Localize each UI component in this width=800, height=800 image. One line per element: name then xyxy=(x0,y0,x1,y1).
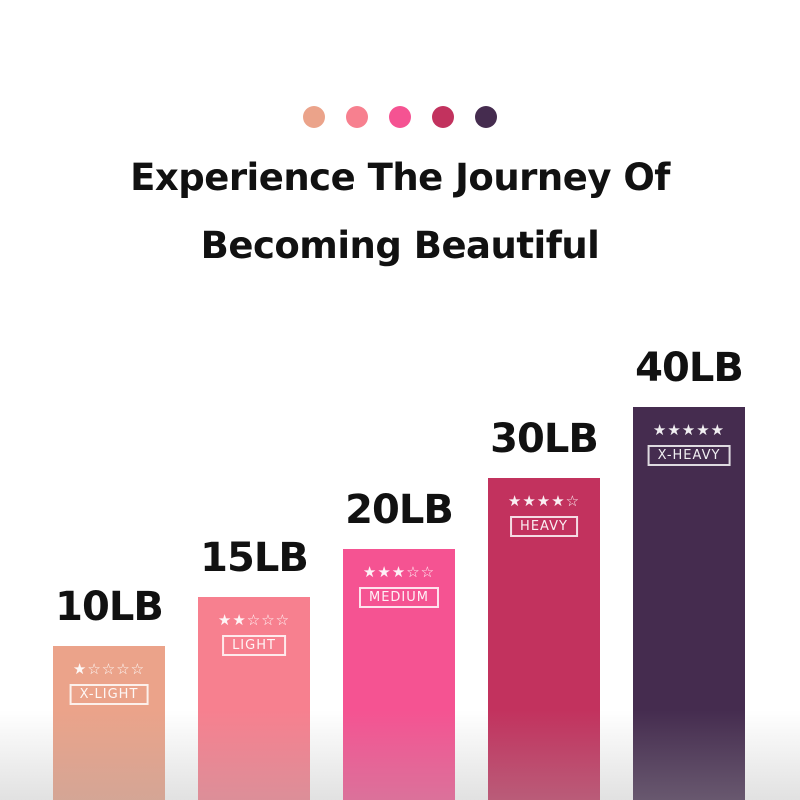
color-dot xyxy=(346,106,368,128)
color-dot xyxy=(303,106,325,128)
bar: ★☆☆☆☆ X-LIGHT xyxy=(53,646,165,800)
star-rating: ★★★★★ xyxy=(652,421,726,439)
level-label: MEDIUM xyxy=(358,587,440,608)
weight-label: 10LB xyxy=(55,584,164,630)
weight-label: 15LB xyxy=(200,535,309,581)
title-line-2: Becoming Beautiful xyxy=(200,224,600,267)
star-rating: ★☆☆☆☆ xyxy=(72,660,146,678)
title-line-1: Experience The Journey Of xyxy=(130,156,670,199)
weight-label: 30LB xyxy=(490,416,599,462)
bar: ★★★★☆ HEAVY xyxy=(488,478,600,800)
color-dots xyxy=(0,106,800,128)
weight-label: 40LB xyxy=(635,345,744,391)
level-label: X-LIGHT xyxy=(69,684,149,705)
color-dot xyxy=(475,106,497,128)
weight-label: 20LB xyxy=(345,487,454,533)
level-label: HEAVY xyxy=(510,516,578,537)
level-label: LIGHT xyxy=(222,635,286,656)
bar: ★★★☆☆ MEDIUM xyxy=(343,549,455,800)
color-dot xyxy=(432,106,454,128)
level-label: X-HEAVY xyxy=(647,445,731,466)
color-dot xyxy=(389,106,411,128)
bar: ★★★★★ X-HEAVY xyxy=(633,407,745,800)
bar: ★★☆☆☆ LIGHT xyxy=(198,597,310,800)
star-rating: ★★☆☆☆ xyxy=(217,611,291,629)
star-rating: ★★★☆☆ xyxy=(362,563,436,581)
star-rating: ★★★★☆ xyxy=(507,492,581,510)
